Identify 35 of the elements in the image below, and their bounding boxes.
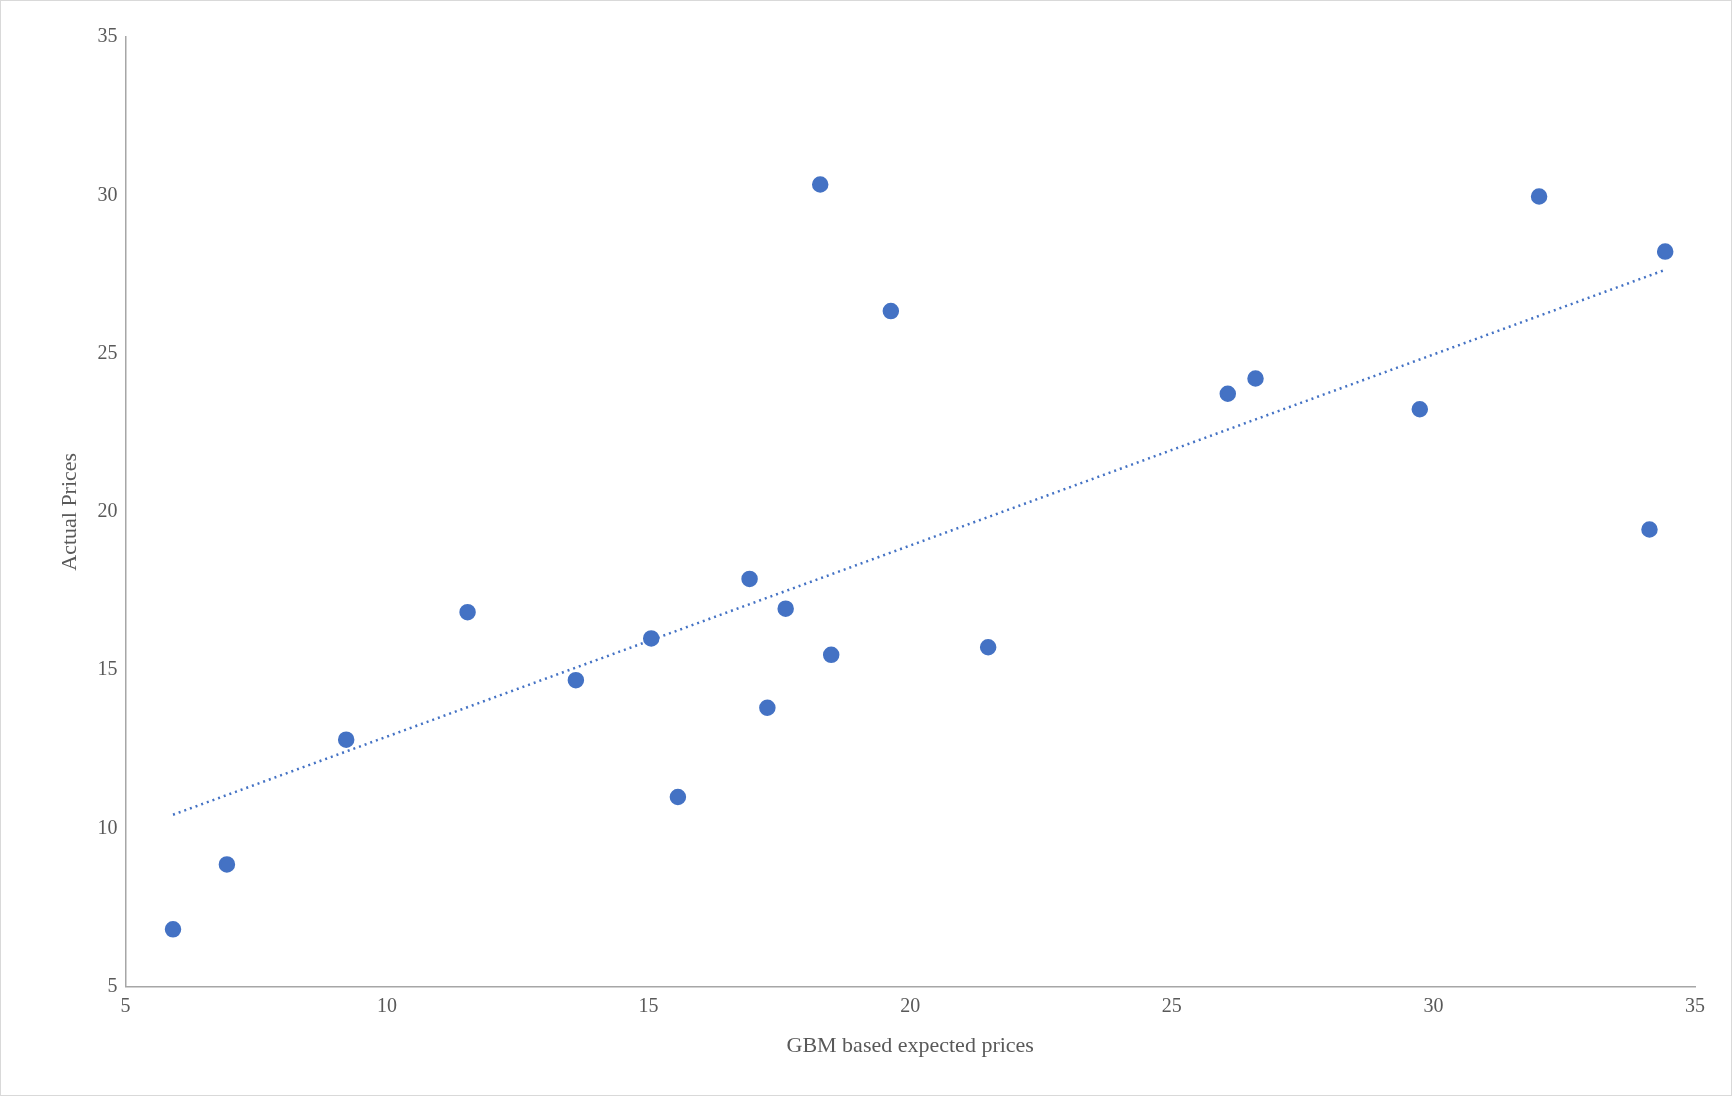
point xyxy=(459,603,476,621)
y-axis-title: Actual Prices xyxy=(55,452,81,571)
x-axis-title: GBM based expected prices xyxy=(786,1031,1034,1057)
point xyxy=(567,671,585,689)
point xyxy=(741,570,758,588)
point xyxy=(979,639,997,656)
point xyxy=(1411,400,1429,418)
point xyxy=(811,176,829,193)
point xyxy=(218,856,236,873)
point xyxy=(164,921,182,938)
x-tick-label: 20 xyxy=(900,993,921,1016)
point xyxy=(1530,188,1548,205)
y-tick-label: 20 xyxy=(97,499,118,522)
point xyxy=(1247,370,1264,387)
x-tick-label: 10 xyxy=(377,993,397,1016)
point xyxy=(1656,243,1674,260)
x-tick-label: 35 xyxy=(1685,993,1705,1016)
y-tick-label: 30 xyxy=(97,182,118,205)
point xyxy=(642,630,660,647)
y-tick-label: 5 xyxy=(107,973,118,996)
point xyxy=(822,646,840,664)
y-tick-label: 10 xyxy=(97,815,118,838)
point xyxy=(337,731,355,748)
point xyxy=(1641,521,1658,538)
y-tick-label: 25 xyxy=(97,340,118,363)
y-tick-label: 15 xyxy=(97,657,118,680)
y-tick-label: 35 xyxy=(97,24,118,47)
point xyxy=(669,788,687,806)
point xyxy=(777,600,794,617)
point xyxy=(1219,385,1237,402)
x-tick-label: 25 xyxy=(1161,993,1182,1016)
point xyxy=(759,699,776,716)
point xyxy=(882,302,900,320)
x-tick-label: 15 xyxy=(638,993,659,1016)
x-tick-label: 30 xyxy=(1423,993,1444,1016)
